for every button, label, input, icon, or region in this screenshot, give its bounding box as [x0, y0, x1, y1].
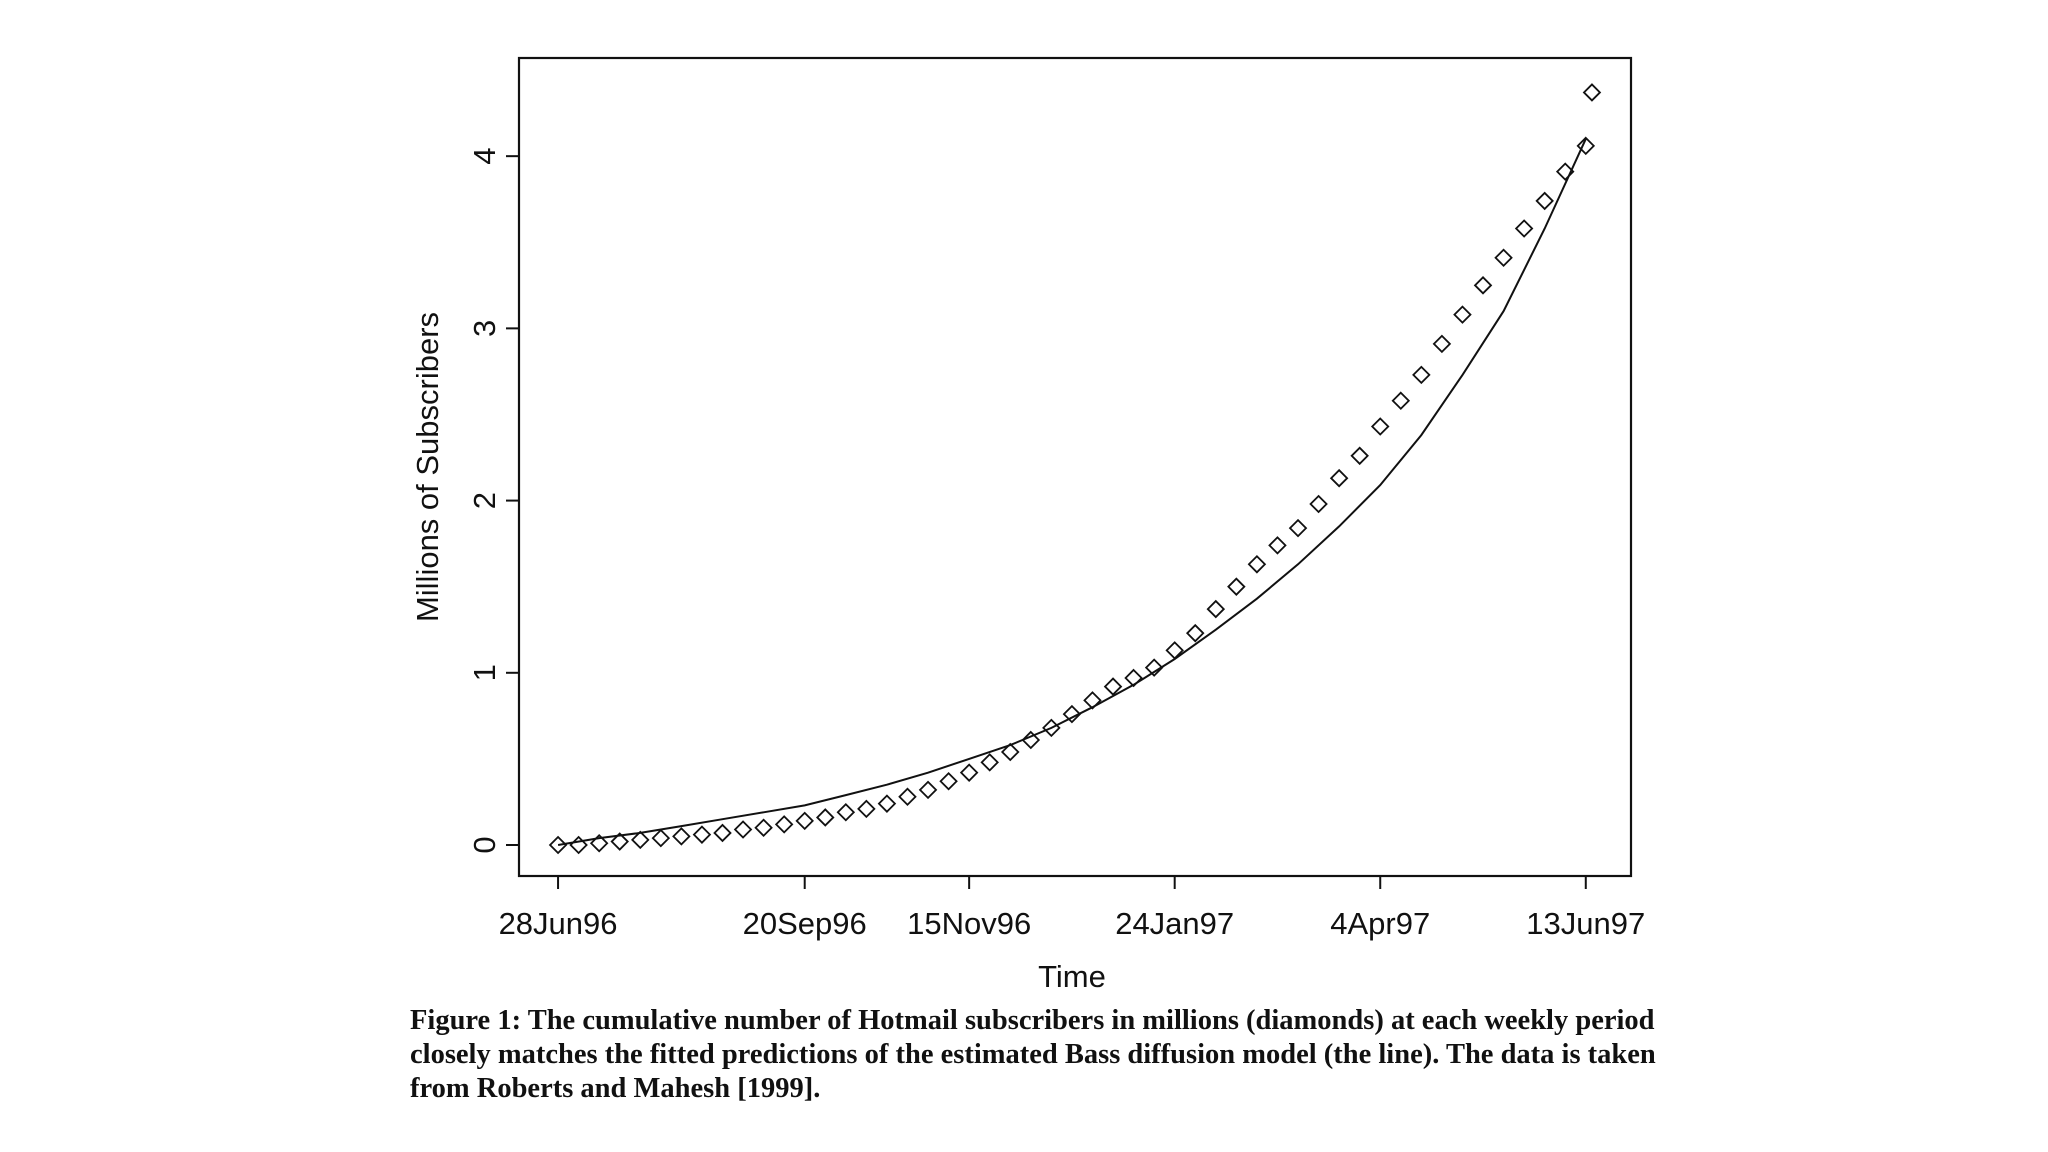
- data-point: [959, 763, 979, 782]
- data-point: [1288, 518, 1308, 538]
- y-tick-label: 1: [467, 664, 502, 681]
- x-tick-label: 28Jun96: [499, 906, 618, 941]
- plot-frame: [517, 56, 1633, 878]
- chart: 28Jun96 20Sep96 15Nov96 24Jan97 4Apr97 13Jun9…: [410, 56, 1645, 990]
- data-point: [1582, 83, 1602, 102]
- data-point: [1514, 219, 1534, 238]
- data-point: [774, 815, 794, 834]
- data-point: [1083, 691, 1102, 710]
- x-tick-label: 15Nov96: [907, 906, 1031, 941]
- data-point: [1206, 599, 1226, 619]
- data-point: [569, 835, 588, 855]
- data-point: [857, 799, 876, 819]
- data-point: [815, 808, 835, 827]
- y-tick-label: 3: [467, 320, 502, 337]
- data-point: [1227, 577, 1246, 596]
- data-point: [1453, 305, 1472, 324]
- data-point: [1124, 668, 1143, 688]
- data-point: [1165, 641, 1184, 660]
- data-point: [918, 780, 938, 800]
- data-point: [548, 835, 568, 855]
- data-point: [1412, 365, 1431, 385]
- data-point: [1350, 446, 1369, 466]
- y-tick-label: 0: [467, 836, 502, 853]
- x-axis: 28Jun96 20Sep96 15Nov96 24Jan97 4Apr97 13Jun9…: [499, 875, 1645, 941]
- data-point: [630, 830, 650, 850]
- data-point: [1494, 248, 1513, 268]
- x-tick-label: 24Jan97: [1115, 906, 1234, 941]
- y-axis: 0 1 2 3 4: [467, 148, 520, 854]
- x-axis-title: Time: [1038, 959, 1106, 990]
- data-point: [1021, 730, 1041, 750]
- data-point: [795, 811, 814, 831]
- data-point: [589, 834, 609, 853]
- data-point: [1247, 555, 1267, 574]
- data-point: [1329, 468, 1349, 488]
- data-point: [898, 787, 917, 807]
- data-point: [1473, 276, 1493, 295]
- data-point: [672, 827, 691, 846]
- data-point: [651, 828, 671, 848]
- data-point: [1391, 391, 1411, 410]
- data-point: [1576, 136, 1596, 156]
- x-tick-label: 4Apr97: [1330, 906, 1430, 941]
- data-point: [610, 832, 629, 851]
- fitted-bass-model-line: [557, 138, 1587, 846]
- x-tick-label: 20Sep96: [743, 906, 867, 941]
- subscriber-data-points: [548, 83, 1602, 855]
- data-point: [713, 823, 732, 843]
- x-tick-label: 13Jun97: [1526, 906, 1645, 941]
- figure-caption: Figure 1: The cumulative number of Hotma…: [410, 1005, 1656, 1104]
- data-point: [1062, 704, 1082, 724]
- data-point: [1103, 677, 1123, 696]
- data-point: [1042, 718, 1061, 738]
- data-point: [1268, 536, 1287, 555]
- y-axis-title: Millions of Subscribers: [410, 312, 445, 622]
- data-point: [1309, 494, 1328, 514]
- data-point: [1432, 334, 1452, 354]
- data-point: [733, 820, 753, 839]
- data-point: [980, 753, 999, 772]
- data-point: [1144, 658, 1164, 677]
- y-tick-label: 4: [467, 148, 502, 165]
- data-point: [754, 818, 773, 838]
- y-tick-label: 2: [467, 492, 502, 509]
- data-point: [1000, 742, 1020, 762]
- data-point: [692, 825, 712, 844]
- data-point: [1535, 191, 1554, 211]
- data-point: [1185, 623, 1205, 643]
- data-point: [836, 803, 856, 822]
- data-point: [877, 794, 897, 813]
- data-point: [1555, 162, 1575, 181]
- data-point: [1370, 417, 1390, 436]
- data-point: [939, 772, 958, 791]
